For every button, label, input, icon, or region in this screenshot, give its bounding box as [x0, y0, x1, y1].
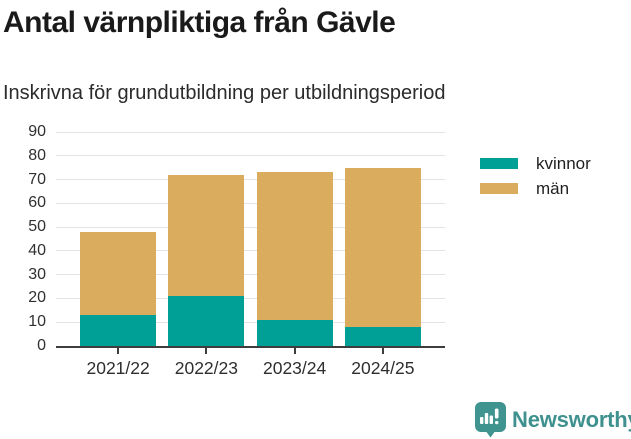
gridline: [56, 226, 445, 228]
newsworthy-brand: Newsworthy: [474, 401, 631, 438]
legend-label: kvinnor: [536, 153, 591, 173]
x-axis-tick: [205, 348, 208, 354]
gridline: [56, 274, 445, 276]
y-tick-label: 50: [28, 218, 46, 236]
gridline: [56, 202, 445, 204]
gridline: [56, 250, 445, 252]
legend-swatch-kvinnor: [480, 158, 518, 169]
bar-segment-män: [256, 172, 333, 320]
newsworthy-brand-text: Newsworthy: [512, 406, 631, 432]
y-tick-label: 10: [28, 313, 46, 331]
bar-segment-kvinnor: [256, 319, 333, 346]
y-tick-label: 30: [28, 265, 46, 283]
x-tick-label: 2021/22: [86, 358, 150, 378]
chart-title: Antal värnpliktiga från Gävle: [3, 6, 396, 39]
y-tick-label: 40: [28, 241, 46, 259]
gridline: [56, 179, 445, 181]
legend-item-kvinnor: kvinnor: [480, 151, 591, 176]
y-tick-label: 0: [37, 337, 46, 354]
x-tick-label: 2023/24: [262, 358, 327, 378]
gridline: [56, 297, 445, 299]
legend-swatch-män: [480, 183, 518, 194]
bar-segment-män: [168, 174, 245, 297]
gridline: [56, 131, 445, 133]
x-tick-label: 2024/25: [351, 358, 415, 378]
y-tick-label: 20: [28, 289, 46, 307]
gridline: [56, 321, 445, 323]
legend: kvinnor män: [480, 151, 591, 201]
y-tick-label: 60: [28, 194, 46, 212]
x-axis-line: [56, 345, 445, 348]
gridline: [56, 155, 445, 157]
bar-segment-kvinnor: [80, 315, 157, 346]
bar-segment-män: [80, 231, 157, 316]
y-tick-label: 70: [28, 170, 46, 188]
y-tick-label: 80: [28, 146, 46, 164]
x-axis-tick: [293, 348, 296, 354]
x-axis-tick: [381, 348, 384, 354]
legend-item-män: män: [480, 176, 591, 201]
bar-segment-män: [344, 167, 421, 327]
x-tick-label: 2022/23: [174, 358, 238, 378]
chart-subtitle: Inskrivna för grundutbildning per utbild…: [3, 82, 446, 104]
newsworthy-logo-icon: [475, 402, 506, 438]
bar-segment-kvinnor: [344, 326, 421, 346]
bar-segment-kvinnor: [168, 296, 245, 346]
y-tick-label: 90: [28, 123, 46, 140]
x-axis-tick: [117, 348, 120, 354]
legend-label: män: [536, 178, 570, 198]
